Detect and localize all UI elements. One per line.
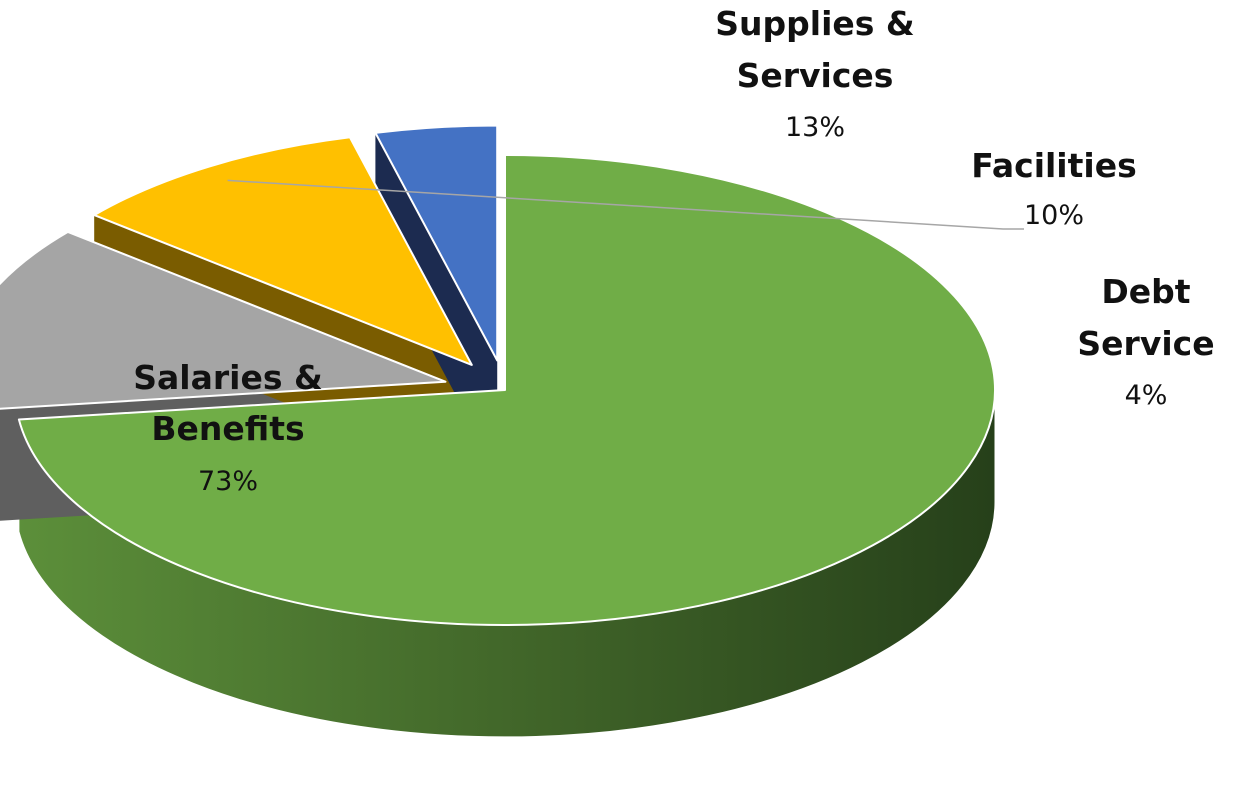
slice-label-debt-service-line-1: Debt — [1101, 272, 1190, 311]
slice-value-salaries-benefits: 73% — [198, 466, 258, 497]
slice-label-salaries-benefits-line-2: Benefits — [151, 409, 304, 448]
slice-label-facilities: Facilities — [971, 146, 1136, 185]
slice-facilities — [93, 136, 473, 366]
slice-value-supplies-services: 13% — [785, 112, 845, 143]
slice-label-salaries-benefits-line-1: Salaries & — [133, 358, 323, 397]
slice-label-supplies-services-line-2: Services — [737, 56, 894, 95]
leader-line-facilities — [227, 179, 1024, 230]
slice-label-salaries-benefits: Salaries & Benefits — [133, 358, 323, 448]
slice-label-debt-service: Debt Service — [1077, 272, 1214, 363]
slice-value-debt-service: 4% — [1125, 380, 1168, 411]
slice-debt-service — [374, 124, 499, 362]
slice-salaries-benefits — [17, 154, 997, 626]
slice-supplies-services — [0, 230, 447, 410]
slice-value-facilities: 10% — [1024, 200, 1084, 231]
slice-label-supplies-services: Supplies & Services — [715, 4, 914, 95]
slice-label-debt-service-line-2: Service — [1077, 324, 1214, 363]
slice-label-supplies-services-line-1: Supplies & — [715, 4, 914, 43]
